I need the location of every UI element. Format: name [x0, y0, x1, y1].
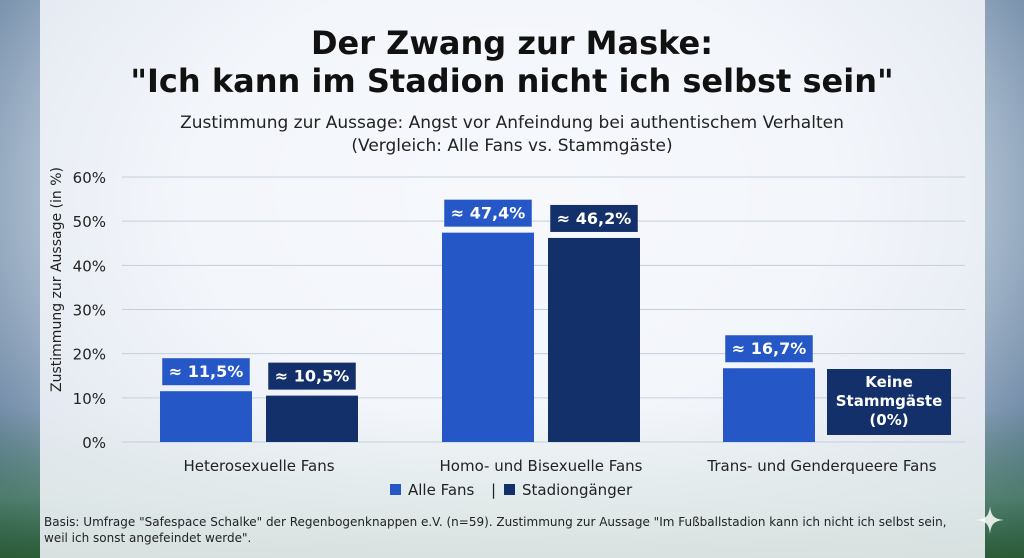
bar: [266, 395, 358, 442]
bar: [160, 391, 252, 442]
y-tick-label: 20%: [73, 346, 106, 364]
no-data-annotation-text: Stammgäste: [836, 392, 943, 410]
legend-label: Alle Fans: [408, 481, 475, 499]
data-label: ≈ 47,4%: [451, 204, 525, 223]
bar: [723, 368, 815, 442]
y-tick-label: 60%: [73, 169, 106, 187]
footnote: Basis: Umfrage "Safespace Schalke" der R…: [44, 515, 947, 545]
legend-label: Stadiongänger: [522, 481, 633, 499]
data-label-box: [444, 199, 532, 227]
subtitle-line-1: Zustimmung zur Aussage: Angst vor Anfein…: [180, 113, 844, 133]
x-tick-label: Trans- und Genderqueere Fans: [706, 457, 936, 475]
data-label: ≈ 10,5%: [275, 367, 349, 386]
subtitle-line-2: (Vergleich: Alle Fans vs. Stammgäste): [351, 136, 673, 156]
bar: [548, 237, 640, 442]
legend-separator: |: [491, 481, 496, 499]
data-label: ≈ 11,5%: [169, 362, 243, 381]
data-label-box: [162, 358, 250, 386]
title-line-2: "Ich kann im Stadion nicht ich selbst se…: [130, 62, 894, 100]
bar: [442, 232, 534, 442]
data-label: ≈ 16,7%: [732, 339, 806, 358]
no-data-annotation-box: [827, 369, 951, 435]
no-data-annotation-text: Keine: [865, 373, 913, 391]
y-axis-label: Zustimmung zur Aussage (in %): [49, 167, 65, 392]
x-tick-label: Heterosexuelle Fans: [183, 457, 334, 475]
chart-title: Der Zwang zur Maske: "Ich kann im Stadio…: [0, 24, 1024, 100]
y-tick-label: 10%: [73, 390, 106, 408]
title-line-1: Der Zwang zur Maske:: [310, 24, 714, 62]
chart-subtitle: Zustimmung zur Aussage: Angst vor Anfein…: [0, 112, 1024, 158]
data-label: ≈ 46,2%: [557, 209, 631, 228]
sparkle-icon: [976, 506, 1004, 534]
y-tick-label: 30%: [73, 302, 106, 320]
data-label-box: [268, 362, 356, 390]
y-tick-label: 40%: [73, 257, 106, 275]
y-tick-label: 0%: [82, 434, 106, 452]
legend-swatch: [504, 484, 515, 495]
x-tick-label: Homo- und Bisexuelle Fans: [440, 457, 643, 475]
data-label-box: [725, 335, 813, 363]
y-tick-label: 50%: [73, 213, 106, 231]
legend-swatch: [390, 484, 401, 495]
data-label-box: [550, 204, 638, 232]
no-data-annotation-text: (0%): [869, 411, 908, 429]
